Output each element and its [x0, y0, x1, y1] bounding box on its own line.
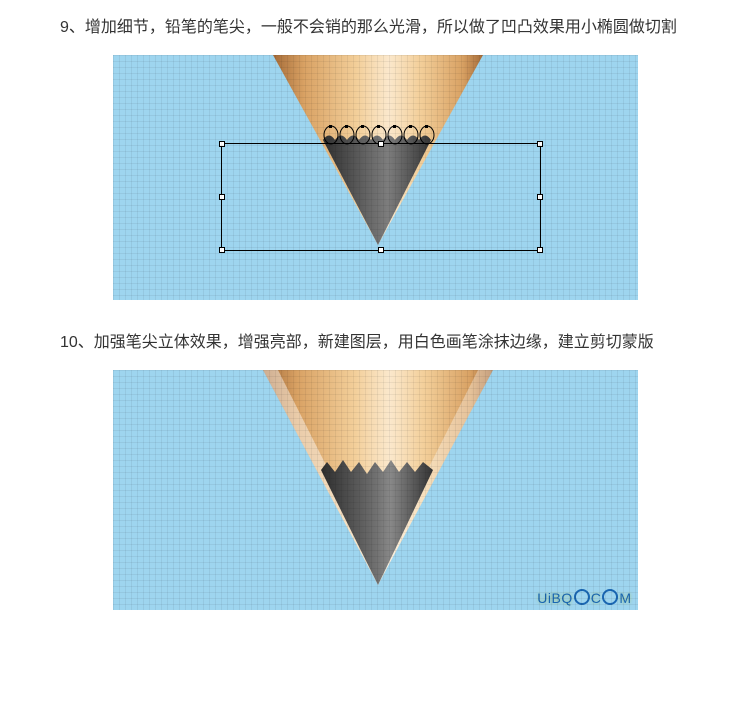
figure-1	[113, 55, 638, 300]
figure-1-wrap	[60, 55, 690, 305]
figure-2: UiB Q C M	[113, 370, 638, 610]
step-10-text: 10、加强笔尖立体效果，增强亮部，新建图层，用白色画笔涂抹边缘，建立剪切蒙版	[60, 325, 690, 360]
transform-marquee	[221, 143, 541, 251]
figure-2-wrap: UiB Q C M	[60, 370, 690, 615]
step-9-text: 9、增加细节，铅笔的笔尖，一般不会销的那么光滑，所以做了凹凸效果用小椭圆做切割	[60, 10, 690, 45]
pencil-wood-cone-2	[113, 370, 638, 610]
